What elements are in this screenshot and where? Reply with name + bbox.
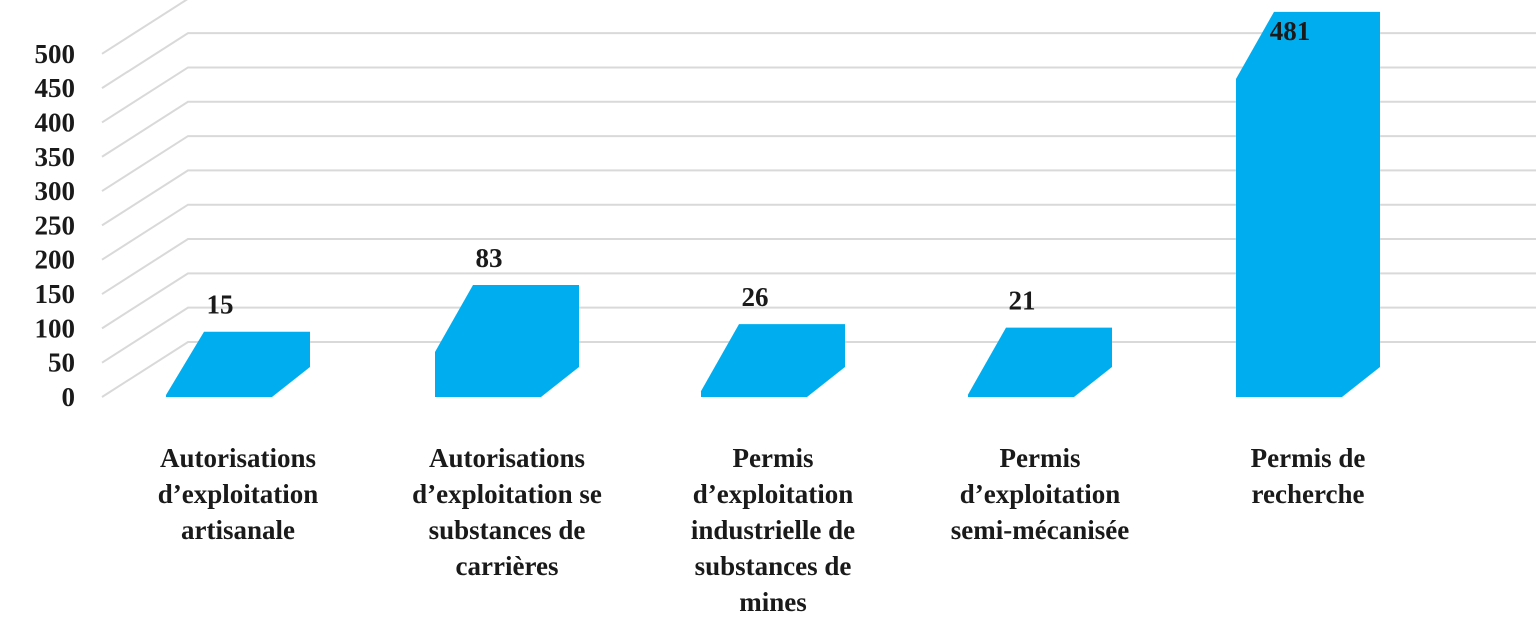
y-tick-label: 500 xyxy=(35,39,76,69)
bar xyxy=(1236,11,1380,397)
data-labels: 15 83 26 21 481 xyxy=(207,16,1311,320)
data-label: 15 xyxy=(207,290,234,320)
gridline xyxy=(101,238,1536,295)
bar xyxy=(166,331,310,397)
y-tick-label: 450 xyxy=(35,73,76,103)
x-category-label-line: substances de xyxy=(694,551,852,581)
x-category-label-line: d’exploitation xyxy=(959,479,1121,509)
gridline xyxy=(101,100,1536,158)
x-category-label-line: carrières xyxy=(455,551,559,581)
gridline xyxy=(101,32,1536,89)
bars xyxy=(166,11,1380,397)
x-category-label-line: semi-mécanisée xyxy=(950,515,1130,545)
x-category-label-line: mines xyxy=(739,587,807,617)
gridline xyxy=(101,203,1536,261)
y-tick-label: 250 xyxy=(35,210,76,240)
gridline xyxy=(101,272,1536,330)
gridline xyxy=(101,306,1536,364)
x-category-label-line: Permis xyxy=(732,443,814,473)
x-category-label-line: Permis xyxy=(999,443,1081,473)
x-category-label-line: Autorisations xyxy=(159,443,316,473)
x-category-label-line: substances de xyxy=(428,515,586,545)
y-tick-label: 400 xyxy=(35,107,76,137)
y-tick-label: 200 xyxy=(35,245,76,275)
y-tick-label: 100 xyxy=(35,313,76,343)
y-tick-label: 150 xyxy=(35,279,76,309)
gridline xyxy=(101,135,1536,192)
y-axis-ticks: 0 50 100 150 200 250 300 350 400 450 500 xyxy=(35,39,76,412)
x-category-label-line: industrielle de xyxy=(690,515,856,545)
y-tick-label: 350 xyxy=(35,142,76,172)
gridline xyxy=(101,169,1536,227)
bar xyxy=(701,324,845,397)
y-tick-label: 0 xyxy=(62,382,76,412)
data-label: 21 xyxy=(1009,286,1036,316)
x-category-label: Permis d’exploitation semi-mécanisée xyxy=(925,440,1155,548)
x-category-label: Autorisations d’exploitation se substances… xyxy=(392,440,622,584)
x-category-label: Permis d’exploitation industrielle de subst… xyxy=(658,440,888,620)
data-label: 26 xyxy=(742,282,769,312)
x-category-label-line: artisanale xyxy=(181,515,295,545)
x-category-label-line: Permis de xyxy=(1250,443,1366,473)
x-category-label: Autorisations d’exploitation artisanale xyxy=(123,440,353,548)
gridline xyxy=(101,66,1536,124)
data-label: 481 xyxy=(1270,16,1311,46)
bar xyxy=(968,327,1112,397)
y-tick-label: 300 xyxy=(35,176,76,206)
gridlines xyxy=(101,0,1536,398)
y-tick-label: 50 xyxy=(48,348,75,378)
x-category-label-line: Autorisations xyxy=(428,443,585,473)
x-category-label-line: d’exploitation xyxy=(157,479,319,509)
x-category-label-line: d’exploitation xyxy=(692,479,854,509)
x-category-label: Permis de recherche xyxy=(1193,440,1423,512)
x-category-label-line: recherche xyxy=(1251,479,1365,509)
gridline xyxy=(101,0,188,55)
x-category-label-line: d’exploitation se xyxy=(412,479,602,509)
bar xyxy=(435,285,579,397)
data-label: 83 xyxy=(476,243,503,273)
